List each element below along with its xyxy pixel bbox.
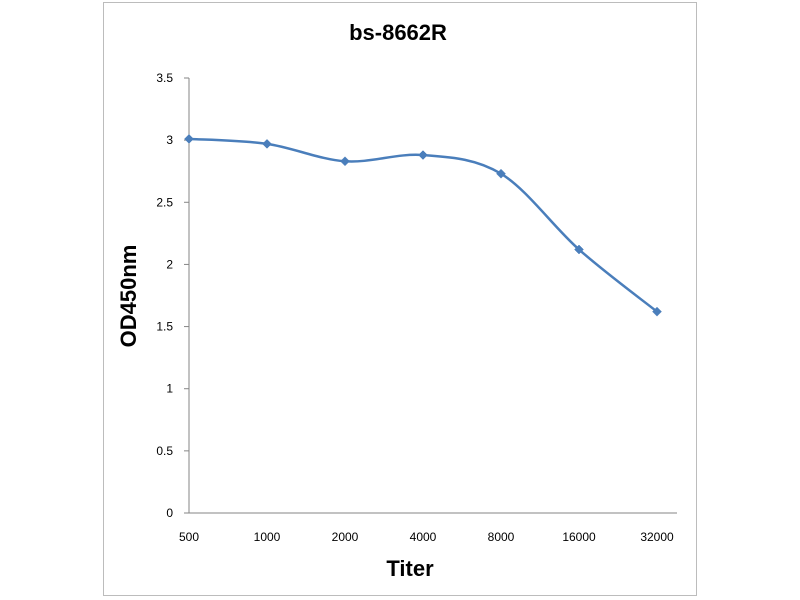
x-tick-label: 32000	[640, 530, 674, 544]
chart-frame	[103, 2, 697, 596]
x-tick-label: 8000	[488, 530, 515, 544]
y-tick-label: 2	[166, 257, 173, 271]
y-axis-title: OD450nm	[116, 245, 141, 348]
y-tick-label: 1.5	[156, 320, 173, 334]
data-point-marker	[418, 150, 428, 160]
data-point-marker	[496, 168, 506, 179]
data-point-marker	[262, 139, 272, 149]
chart-title: bs-8662R	[349, 20, 447, 45]
y-tick-label: 3	[166, 133, 173, 147]
x-tick-label: 4000	[410, 530, 437, 544]
series-line	[188, 137, 658, 313]
data-point-marker	[652, 306, 662, 317]
x-tick-label: 16000	[562, 530, 596, 544]
data-point-marker	[340, 156, 350, 167]
x-tick-label: 500	[179, 530, 199, 544]
x-axis-ticks: 500 1000 2000 4000 8000 16000 32000	[179, 530, 674, 544]
x-tick-label: 2000	[332, 530, 359, 544]
y-axis-ticks: 0 0.5 1 1.5 2 2.5 3 3.5	[156, 71, 189, 520]
axes	[188, 78, 677, 514]
data-point-marker	[184, 134, 194, 144]
data-point-marker	[574, 244, 584, 255]
y-tick-label: 0	[166, 506, 173, 520]
x-axis-title: Titer	[386, 556, 434, 581]
y-tick-label: 3.5	[156, 71, 173, 85]
y-tick-label: 0.5	[156, 444, 173, 458]
y-tick-label: 1	[166, 382, 173, 396]
y-tick-label: 2.5	[156, 195, 173, 209]
x-tick-label: 1000	[254, 530, 281, 544]
series-layer	[184, 134, 662, 317]
